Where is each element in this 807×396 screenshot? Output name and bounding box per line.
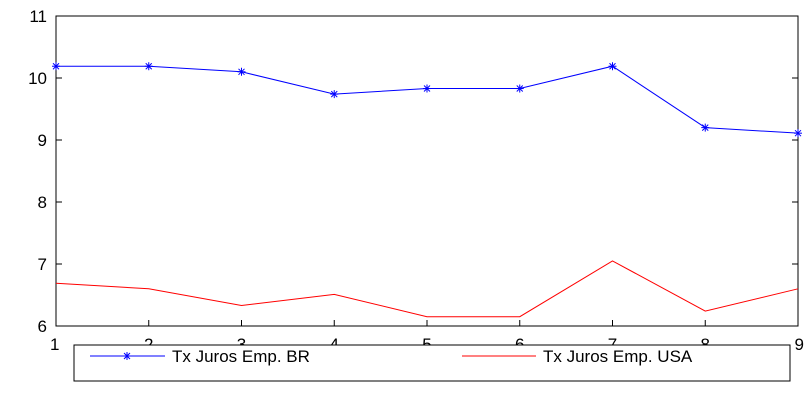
legend-label-usa: Tx Juros Emp. USA bbox=[543, 347, 693, 366]
data-point bbox=[423, 84, 431, 93]
y-tick-label: 9 bbox=[38, 131, 47, 150]
y-tick-label: 8 bbox=[38, 193, 47, 212]
y-tick-label: 10 bbox=[28, 69, 47, 88]
data-point bbox=[515, 84, 524, 93]
data-point bbox=[52, 62, 60, 71]
data-point bbox=[330, 90, 339, 99]
series-line-0 bbox=[56, 65, 799, 134]
data-point bbox=[237, 67, 246, 76]
y-tick-label: 11 bbox=[29, 7, 47, 26]
data-point bbox=[701, 123, 710, 132]
data-point bbox=[794, 129, 802, 138]
x-tick-label: 9 bbox=[795, 335, 804, 354]
legend: Tx Juros Emp. BR Tx Juros Emp. USA bbox=[73, 344, 791, 382]
legend-box bbox=[73, 344, 791, 382]
legend-label-br: Tx Juros Emp. BR bbox=[172, 347, 310, 366]
series-line-1 bbox=[55, 260, 799, 318]
y-tick-label: 6 bbox=[38, 317, 47, 336]
y-tick-label: 7 bbox=[38, 255, 47, 274]
legend-marker-br bbox=[123, 352, 131, 360]
data-point bbox=[144, 62, 153, 71]
legend-marker-point bbox=[123, 352, 131, 360]
data-point bbox=[608, 62, 617, 71]
plot-frame bbox=[55, 15, 799, 327]
x-tick-label: 1 bbox=[50, 335, 59, 354]
series-layer bbox=[52, 62, 802, 318]
